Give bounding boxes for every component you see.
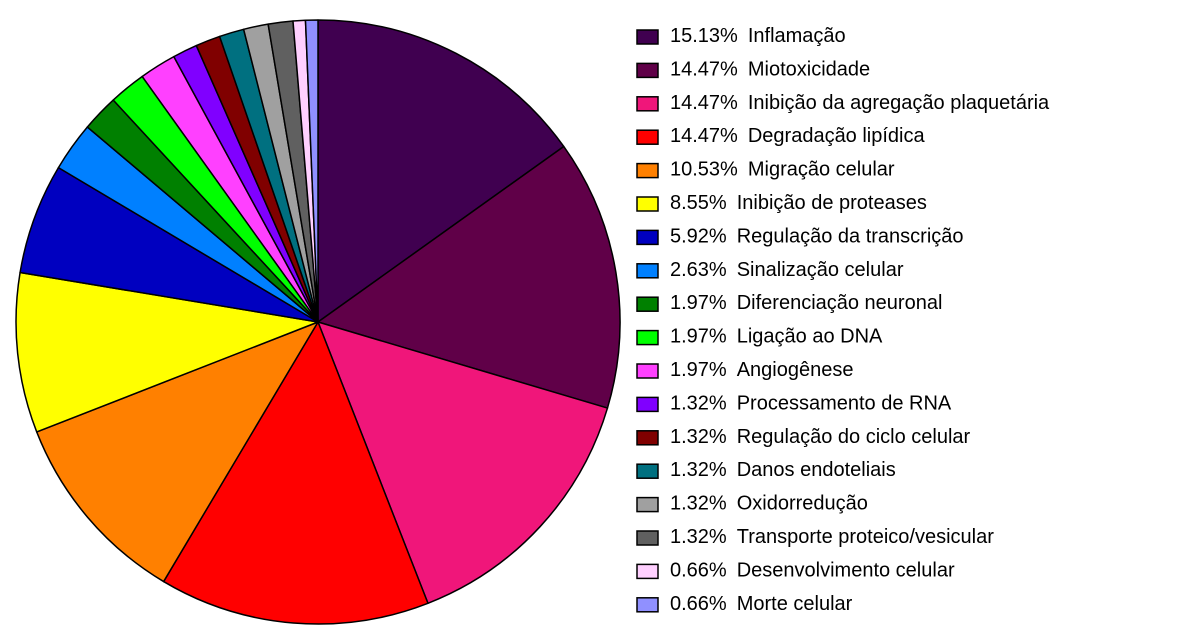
legend-label: Miotoxicidade [748,59,870,81]
legend-entry: 0.66% Desenvolvimento celular [670,560,955,582]
legend-swatch [636,430,659,446]
legend-label: Sinalização celular [737,259,904,281]
legend-swatch [636,496,659,513]
legend-value: 14.47% [670,59,738,81]
legend-value: 1.97% [670,292,727,314]
legend-label: Morte celular [737,593,853,615]
pie-slice [162,321,429,625]
legend-swatch [636,396,659,413]
legend-value: 1.32% [670,393,727,415]
legend-entry: 14.47% Degradação lipídica [670,125,925,147]
legend-entry: 8.55% Inibição de proteases [670,192,927,214]
legend-value: 14.47% [670,125,738,147]
pie-slice [317,321,609,605]
legend-value: 14.47% [670,92,738,114]
legend-value: 1.97% [670,359,727,381]
legend-entry: 1.32% Transporte proteico/vesicular [670,526,994,548]
legend-label: Inflamação [748,25,846,47]
pie-slice [317,145,621,409]
legend-label: Oxidorredução [737,493,868,515]
legend-label: Regulação do ciclo celular [737,426,971,448]
legend-entry: 1.32% Processamento de RNA [670,393,952,415]
legend-value: 1.32% [670,526,727,548]
legend-entry: 15.13% Inflamação [670,25,846,47]
legend-label: Desenvolvimento celular [737,560,955,582]
legend-label: Degradação lipídica [748,125,926,147]
legend-swatch [636,329,659,346]
pie-slice [15,271,319,433]
legend-label: Ligação ao DNA [737,326,883,348]
legend-swatch [636,229,659,246]
legend-entry: 1.32% Regulação do ciclo celular [670,426,971,448]
legend-label: Angiogênese [737,359,854,381]
legend-entry: 1.97% Diferenciação neuronal [670,292,942,314]
legend-swatch [636,463,659,479]
legend-value: 5.92% [670,226,727,248]
legend-swatch [636,563,659,580]
legend-value: 1.32% [670,459,727,481]
legend-value: 15.13% [670,25,738,47]
legend-entry: 2.63% Sinalização celular [670,259,904,281]
legend-value: 10.53% [670,159,738,181]
legend-label: Inibição da agregação plaquetária [748,92,1050,114]
legend-entry: 1.97% Angiogênese [670,359,854,381]
legend-swatch [636,530,659,546]
legend-value: 2.63% [670,259,727,281]
legend-value: 1.32% [670,493,727,515]
legend-swatch [636,363,659,379]
pie-slice [317,19,565,323]
legend-label: Diferenciação neuronal [737,292,943,314]
pie-slice [35,321,319,583]
legend-value: 0.66% [670,560,727,582]
legend-entry: 1.32% Danos endoteliais [670,459,896,481]
legend-swatch [636,129,659,145]
legend-entry: 10.53% Migração celular [670,159,895,181]
legend-label: Inibição de proteases [737,192,927,214]
legend-swatch [636,296,659,312]
legend-label: Processamento de RNA [737,393,952,415]
legend-entry: 1.32% Oxidorredução [670,493,868,515]
legend-swatch [636,597,659,613]
legend-entry: 14.47% Inibição da agregação plaquetária [670,92,1050,114]
legend-entry: 1.97% Ligação ao DNA [670,326,883,348]
legend-label: Migração celular [748,159,895,181]
legend-label: Danos endoteliais [737,459,896,481]
legend-swatch [636,162,659,179]
legend-swatch [636,263,659,279]
legend-swatch [636,196,659,212]
legend-value: 8.55% [670,192,727,214]
legend-label: Regulação da transcrição [737,226,964,248]
legend-value: 1.97% [670,326,727,348]
legend-swatch [636,62,659,79]
legend-swatch [636,96,659,112]
legend-entry: 5.92% Regulação da transcrição [670,226,964,248]
legend-value: 0.66% [670,593,727,615]
pie-slice [304,19,319,323]
legend-entry: 14.47% Miotoxicidade [670,59,870,81]
legend-entry: 0.66% Morte celular [670,593,853,615]
legend-label: Transporte proteico/vesicular [737,526,994,548]
legend-value: 1.32% [670,426,727,448]
legend-swatch [636,29,659,45]
